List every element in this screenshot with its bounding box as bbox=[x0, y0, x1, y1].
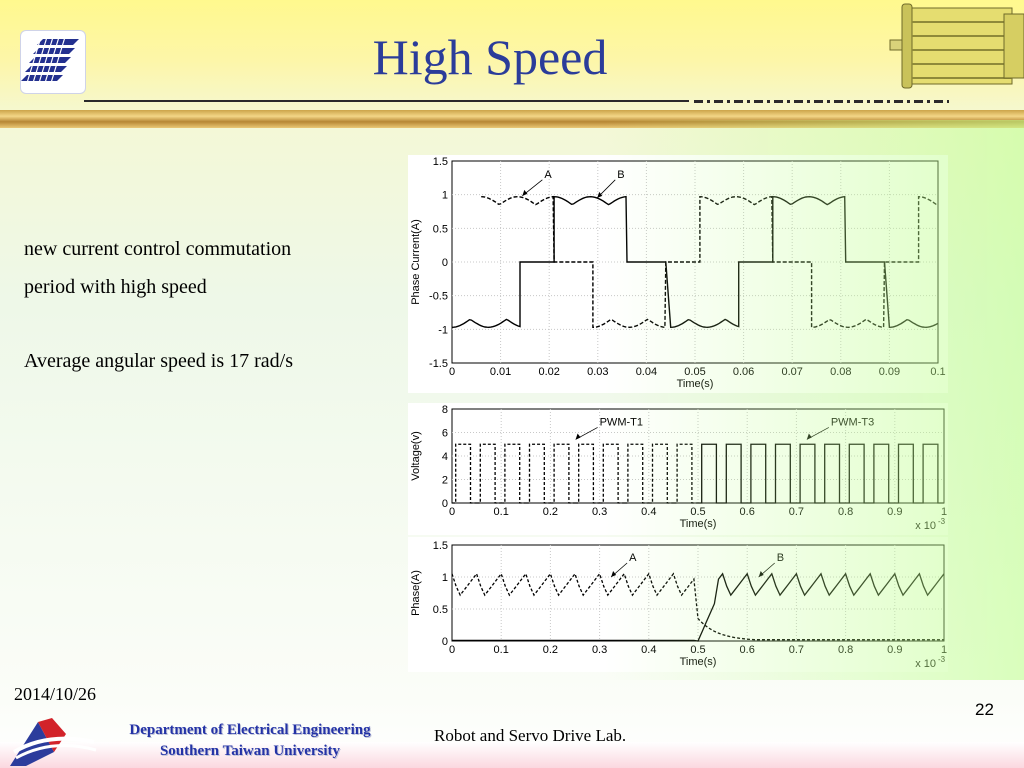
x-tick-label: 0.09 bbox=[879, 366, 900, 378]
x-tick-label: 0.1 bbox=[494, 506, 509, 518]
annotation-arrowhead bbox=[522, 189, 528, 196]
x-tick-label: 0.01 bbox=[490, 366, 511, 378]
x-tick-label: 1 bbox=[941, 644, 947, 656]
annotation-label: B bbox=[777, 552, 784, 564]
x-tick-label: 0.7 bbox=[789, 644, 804, 656]
x-multiplier: x 10 bbox=[915, 520, 936, 532]
x-tick-label: 0.1 bbox=[930, 366, 945, 378]
y-axis-label: Voltage(v) bbox=[410, 431, 422, 481]
series-line-A bbox=[451, 572, 944, 641]
annotation-label: A bbox=[544, 169, 552, 181]
y-tick-label: 1 bbox=[442, 572, 448, 584]
y-tick-label: 4 bbox=[442, 451, 448, 463]
y-tick-label: 1.5 bbox=[433, 156, 448, 168]
title-rule-dashed bbox=[694, 100, 949, 103]
y-tick-label: 8 bbox=[442, 404, 448, 416]
department-logo-icon bbox=[10, 718, 97, 766]
body-line-1: new current control commutation bbox=[24, 238, 292, 260]
footer-department-line-2: Southern Taiwan University bbox=[159, 743, 341, 759]
y-tick-label: 0.5 bbox=[433, 604, 448, 616]
page-number: 22 bbox=[975, 700, 994, 719]
y-axis-label: Phase Current(A) bbox=[410, 219, 422, 305]
phase-current-chart: 0 0.01 0.02 0.03 0.04 0.05 0.06 0.07 0.08 0.09 0.1… bbox=[408, 155, 948, 393]
x-tick-label: 0 bbox=[449, 506, 455, 518]
x-tick-label: 0.1 bbox=[494, 644, 509, 656]
x-tick-label: 0.02 bbox=[538, 366, 559, 378]
x-tick-label: 0.8 bbox=[838, 644, 853, 656]
x-exponent: -3 bbox=[938, 517, 946, 526]
footer-department: Department of Electrical Engineering Sou… bbox=[112, 720, 388, 762]
y-tick-label: 0 bbox=[442, 257, 448, 269]
y-tick-label: 0 bbox=[442, 636, 448, 648]
y-tick-label: 2 bbox=[442, 475, 448, 487]
x-tick-label: 0.6 bbox=[740, 506, 755, 518]
x-tick-label: 0 bbox=[449, 644, 455, 656]
y-tick-label: 0 bbox=[442, 498, 448, 510]
x-multiplier: x 10 bbox=[915, 658, 936, 670]
x-tick-label: 0.2 bbox=[543, 644, 558, 656]
x-tick-label: 0.08 bbox=[830, 366, 851, 378]
x-tick-label: 0.03 bbox=[587, 366, 608, 378]
x-tick-label: 0.3 bbox=[592, 506, 607, 518]
annotation-arrowhead bbox=[611, 571, 617, 577]
annotation-arrowhead bbox=[575, 433, 581, 440]
body-line-2: period with high speed bbox=[24, 276, 207, 298]
x-tick-label: 0.06 bbox=[733, 366, 754, 378]
annotation-arrowhead bbox=[806, 433, 812, 440]
y-tick-label: 6 bbox=[442, 428, 448, 440]
footer-department-line-1: Department of Electrical Engineering bbox=[129, 722, 371, 738]
y-tick-label: -1 bbox=[438, 324, 448, 336]
series-line-B bbox=[452, 572, 945, 642]
slide-date: 2014/10/26 bbox=[14, 684, 97, 704]
x-tick-label: 0.07 bbox=[781, 366, 802, 378]
x-tick-label: 0.8 bbox=[838, 506, 853, 518]
x-exponent: -3 bbox=[938, 655, 946, 664]
body-line-3: Average angular speed is 17 rad/s bbox=[24, 350, 293, 372]
annotation-label: PWM-T3 bbox=[831, 416, 874, 428]
x-tick-label: 0.04 bbox=[636, 366, 657, 378]
annotation-label: PWM-T1 bbox=[600, 416, 643, 428]
y-tick-label: 1 bbox=[442, 190, 448, 202]
series-line-A bbox=[481, 195, 939, 329]
y-axis-label: Phase(A) bbox=[410, 570, 422, 616]
x-tick-label: 0.9 bbox=[887, 644, 902, 656]
y-tick-label: -1.5 bbox=[429, 358, 448, 370]
x-tick-label: 0.3 bbox=[592, 644, 607, 656]
decorative-band bbox=[0, 110, 1024, 128]
x-tick-label: 0.2 bbox=[543, 506, 558, 518]
x-tick-label: 0.9 bbox=[887, 506, 902, 518]
x-tick-label: 0.7 bbox=[789, 506, 804, 518]
annotation-arrowhead bbox=[597, 191, 603, 198]
x-tick-label: 0.6 bbox=[740, 644, 755, 656]
pwm-voltage-chart: 0 0.1 0.2 0.3 0.4 0.5 0.6 0.7 0.8 0.9 1 8 6 4 2 0 Time(s… bbox=[408, 403, 948, 535]
series-line-PWM-T3 bbox=[698, 443, 944, 504]
x-tick-label: 0.5 bbox=[690, 506, 705, 518]
x-tick-label: 0 bbox=[449, 366, 455, 378]
x-axis-label: Time(s) bbox=[677, 378, 714, 390]
x-tick-label: 0.05 bbox=[684, 366, 705, 378]
x-axis-label: Time(s) bbox=[680, 518, 717, 530]
y-tick-label: 0.5 bbox=[433, 223, 448, 235]
title-rule bbox=[84, 100, 689, 102]
slide-title: High Speed bbox=[372, 29, 608, 85]
motor-icon bbox=[889, 3, 1024, 89]
series-line-B bbox=[451, 195, 939, 329]
annotation-label: B bbox=[617, 169, 624, 181]
x-tick-label: 1 bbox=[941, 506, 947, 518]
footer-band bbox=[0, 742, 1024, 768]
x-axis-label: Time(s) bbox=[680, 656, 717, 668]
x-tick-label: 0.5 bbox=[690, 644, 705, 656]
x-tick-label: 0.4 bbox=[641, 506, 656, 518]
footer-lab: Robot and Servo Drive Lab. bbox=[434, 726, 627, 745]
x-tick-label: 0.4 bbox=[641, 644, 656, 656]
annotation-arrowhead bbox=[758, 571, 764, 577]
phase-current-transition-chart: 0 0.1 0.2 0.3 0.4 0.5 0.6 0.7 0.8 0.9 1 1.5 1 0.5 0 Tim… bbox=[408, 537, 948, 672]
y-tick-label: -0.5 bbox=[429, 291, 448, 303]
university-logo-icon bbox=[20, 30, 86, 94]
annotation-label: A bbox=[629, 552, 637, 564]
y-tick-label: 1.5 bbox=[433, 540, 448, 552]
